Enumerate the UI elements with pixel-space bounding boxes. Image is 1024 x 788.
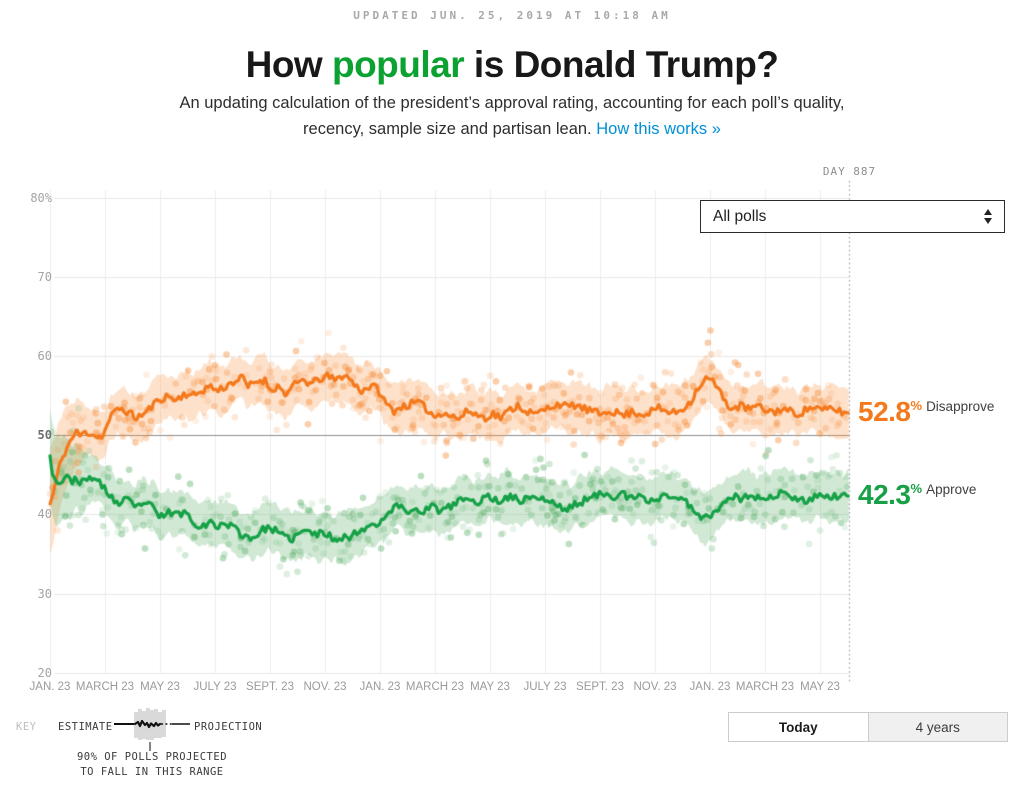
- key-range-caption: 90% OF POLLS PROJECTED TO FALL IN THIS RA…: [76, 751, 228, 779]
- x-axis-label: JAN. 23: [689, 681, 731, 693]
- x-axis-label: SEPT. 23: [246, 681, 294, 693]
- how-this-works-link[interactable]: How this works »: [596, 120, 721, 139]
- x-axis-label: MAY 23: [800, 681, 840, 693]
- subtitle-line2: recency, sample size and partisan lean.: [303, 120, 597, 139]
- x-axis-label: JULY 23: [523, 681, 567, 693]
- key-label: KEY: [16, 721, 37, 733]
- title-pre: How: [245, 44, 332, 85]
- y-axis-label: 60: [37, 348, 52, 363]
- subtitle: An updating calculation of the president…: [0, 90, 1024, 143]
- disapprove-number: 52.8: [858, 395, 911, 427]
- subtitle-line1: An updating calculation of the president…: [179, 94, 845, 112]
- x-axis-label: SEPT. 23: [576, 681, 624, 693]
- approve-number: 42.3: [858, 479, 911, 511]
- key-projection-label: PROJECTION: [194, 721, 263, 733]
- page-title: How popular is Donald Trump?: [0, 44, 1024, 86]
- day-counter-label: DAY 887: [822, 165, 877, 178]
- x-axis-label: MARCH 23: [405, 681, 465, 693]
- time-range-toggle: Today 4 years: [728, 712, 1008, 742]
- x-axis-label: NOV. 23: [303, 681, 347, 693]
- y-axis-label: 50: [37, 428, 52, 443]
- key-estimate-label: ESTIMATE: [58, 721, 113, 733]
- y-axis-label: 70: [37, 269, 52, 284]
- approve-current-value: 42.3 % Approve: [858, 480, 976, 510]
- range-4years-button[interactable]: 4 years: [867, 713, 1007, 741]
- poll-filter-dropdown[interactable]: All polls: [700, 200, 1005, 233]
- title-highlight: popular: [331, 44, 465, 85]
- x-axis-label: NOV. 23: [633, 681, 677, 693]
- x-axis-label: MARCH 23: [75, 681, 135, 693]
- approve-percent-sign: %: [910, 481, 923, 497]
- x-axis-label: JAN. 23: [359, 681, 401, 693]
- y-axis-label: 20: [37, 665, 52, 680]
- disapprove-percent-sign: %: [910, 397, 923, 413]
- x-axis-label: MAY 23: [140, 681, 180, 693]
- updated-timestamp: UPDATED JUN. 25, 2019 AT 10:18 AM: [353, 9, 671, 22]
- y-axis-label: 40: [37, 507, 52, 522]
- range-today-button[interactable]: Today: [729, 713, 868, 741]
- x-axis-label: JAN. 23: [29, 681, 71, 693]
- x-axis-label: JULY 23: [193, 681, 237, 693]
- x-axis-label: MARCH 23: [735, 681, 795, 693]
- poll-filter-value: All polls: [713, 207, 767, 225]
- key-estimate-projection-icon: [114, 708, 190, 751]
- x-axis-label: MAY 23: [470, 681, 510, 693]
- title-post: is Donald Trump?: [464, 44, 779, 85]
- approve-label: Approve: [926, 482, 977, 498]
- dropdown-updown-icon: [984, 209, 992, 224]
- disapprove-current-value: 52.8 % Disapprove: [858, 395, 995, 427]
- y-axis-label: 30: [37, 586, 52, 601]
- disapprove-label: Disapprove: [926, 398, 995, 414]
- y-axis-label: 80%: [30, 190, 52, 205]
